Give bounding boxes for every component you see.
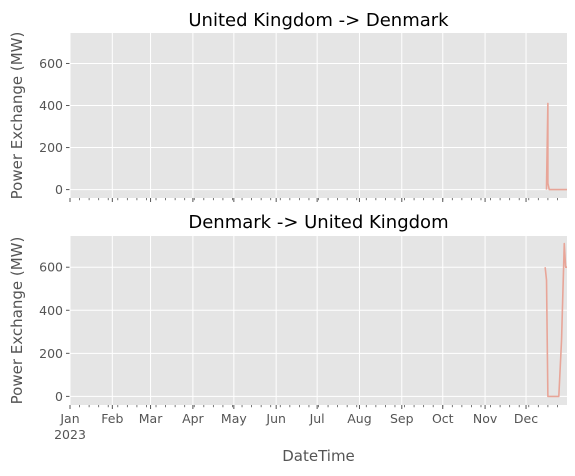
y-tick-label: 400: [39, 98, 63, 113]
x-tick-label: Dec: [514, 411, 538, 426]
y-tick-label: 200: [39, 140, 63, 155]
x-tick-label: Jul: [309, 411, 325, 426]
series-line: [545, 102, 567, 191]
y-tick-label: 600: [39, 56, 63, 71]
x-tick-label: Jun: [265, 411, 286, 426]
x-axis-label: DateTime: [282, 447, 355, 465]
y-axis-label: Power Exchange (MW): [8, 32, 26, 200]
y-tick-label: 600: [39, 260, 63, 275]
plot-area: [70, 33, 567, 198]
y-tick-label: 0: [55, 389, 63, 404]
y-axis-label: Power Exchange (MW): [8, 237, 26, 405]
x-tick-label: Oct: [432, 411, 454, 426]
plot-area: [70, 236, 567, 405]
top-subplot: 0 200 400 600 United Kingdom -> Denmark Power…: [8, 10, 567, 202]
subplot-title: Denmark -> United Kingdom: [188, 212, 448, 233]
x-tick-label: May: [221, 411, 247, 426]
x-tick-label: Feb: [101, 411, 123, 426]
y-tick-label: 0: [55, 182, 63, 197]
x-tick-label: Sep: [390, 411, 414, 426]
y-tick-label: 200: [39, 346, 63, 361]
x-tick-label: Mar: [139, 411, 163, 426]
x-tick-label: Aug: [347, 411, 371, 426]
x-tick-label: Nov: [473, 411, 498, 426]
x-tick-label: Jan: [59, 411, 79, 426]
x-tick-label: Apr: [182, 411, 204, 426]
bottom-subplot: 0 200 400 600 Jan Feb Mar Apr May Jun Jul Aug Sep Oct…: [8, 212, 567, 465]
subplot-title: United Kingdom -> Denmark: [188, 10, 449, 31]
y-tick-label: 400: [39, 303, 63, 318]
x-year-label: 2023: [54, 427, 86, 442]
series-line: [544, 242, 567, 398]
